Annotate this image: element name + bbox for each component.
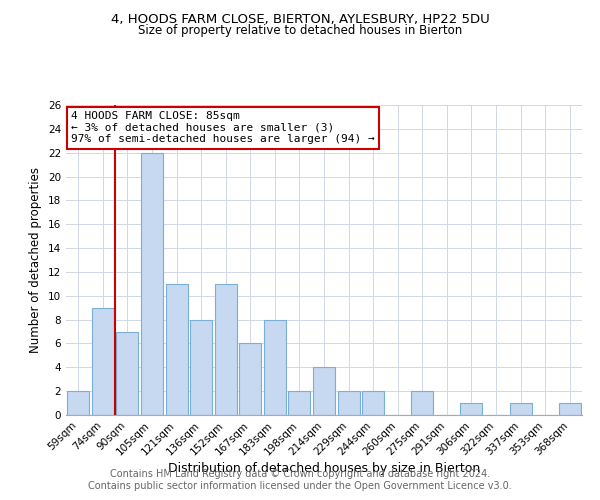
Bar: [509, 403, 532, 415]
Bar: [411, 391, 433, 415]
Text: 4, HOODS FARM CLOSE, BIERTON, AYLESBURY, HP22 5DU: 4, HOODS FARM CLOSE, BIERTON, AYLESBURY,…: [110, 12, 490, 26]
Bar: [166, 284, 188, 415]
Text: Contains public sector information licensed under the Open Government Licence v3: Contains public sector information licen…: [88, 481, 512, 491]
Bar: [116, 332, 139, 415]
Bar: [92, 308, 114, 415]
Bar: [362, 391, 384, 415]
Bar: [141, 152, 163, 415]
Bar: [239, 344, 262, 415]
Y-axis label: Number of detached properties: Number of detached properties: [29, 167, 43, 353]
Text: Contains HM Land Registry data © Crown copyright and database right 2024.: Contains HM Land Registry data © Crown c…: [110, 469, 490, 479]
Bar: [67, 391, 89, 415]
Bar: [264, 320, 286, 415]
Text: 4 HOODS FARM CLOSE: 85sqm
← 3% of detached houses are smaller (3)
97% of semi-de: 4 HOODS FARM CLOSE: 85sqm ← 3% of detach…: [71, 111, 375, 144]
Bar: [190, 320, 212, 415]
Bar: [215, 284, 237, 415]
X-axis label: Distribution of detached houses by size in Bierton: Distribution of detached houses by size …: [168, 462, 480, 475]
Bar: [313, 368, 335, 415]
Bar: [460, 403, 482, 415]
Bar: [338, 391, 359, 415]
Text: Size of property relative to detached houses in Bierton: Size of property relative to detached ho…: [138, 24, 462, 37]
Bar: [289, 391, 310, 415]
Bar: [559, 403, 581, 415]
